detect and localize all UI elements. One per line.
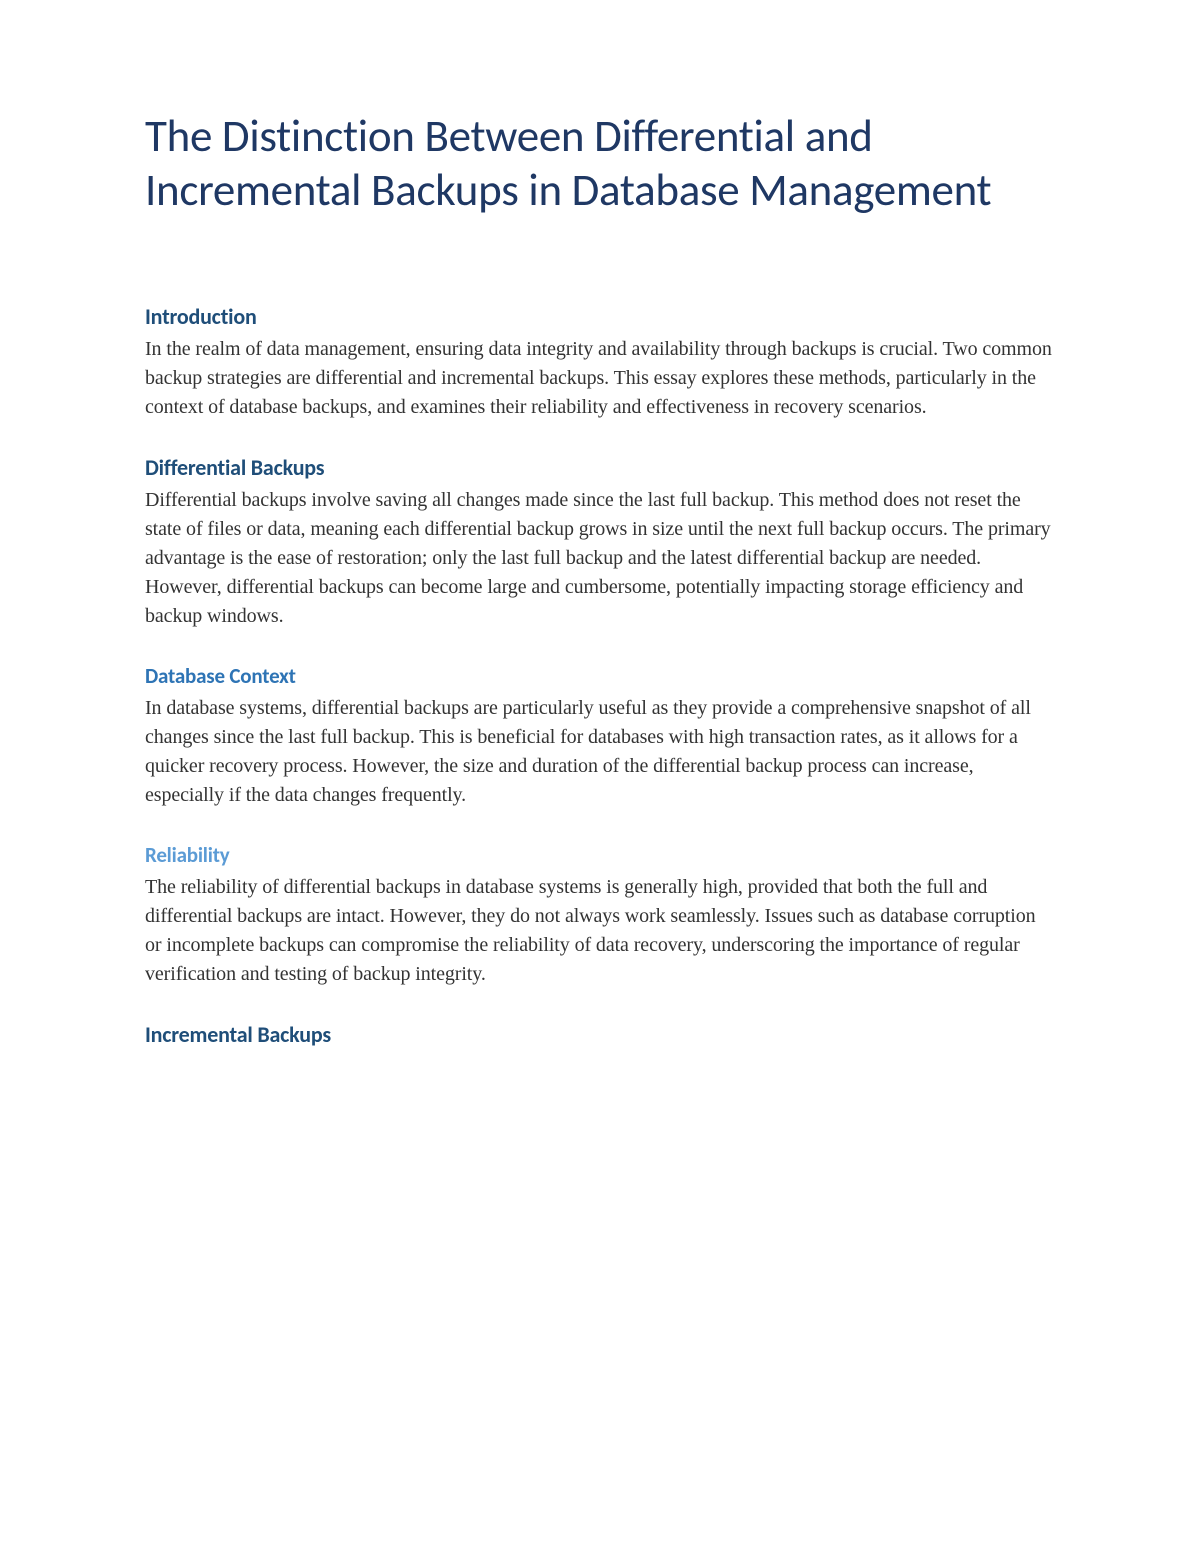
document-title: The Distinction Between Differential and…: [145, 110, 1055, 218]
section-heading-reliability: Reliability: [145, 842, 1055, 868]
section-body-database-context: In database systems, differential backup…: [145, 694, 1055, 810]
section-heading-database-context: Database Context: [145, 663, 1055, 689]
section-body-differential: Differential backups involve saving all …: [145, 486, 1055, 631]
section-body-introduction: In the realm of data management, ensurin…: [145, 335, 1055, 422]
section-heading-introduction: Introduction: [145, 303, 1055, 330]
section-heading-incremental: Incremental Backups: [145, 1021, 1055, 1048]
section-heading-differential: Differential Backups: [145, 454, 1055, 481]
section-body-reliability: The reliability of differential backups …: [145, 873, 1055, 989]
